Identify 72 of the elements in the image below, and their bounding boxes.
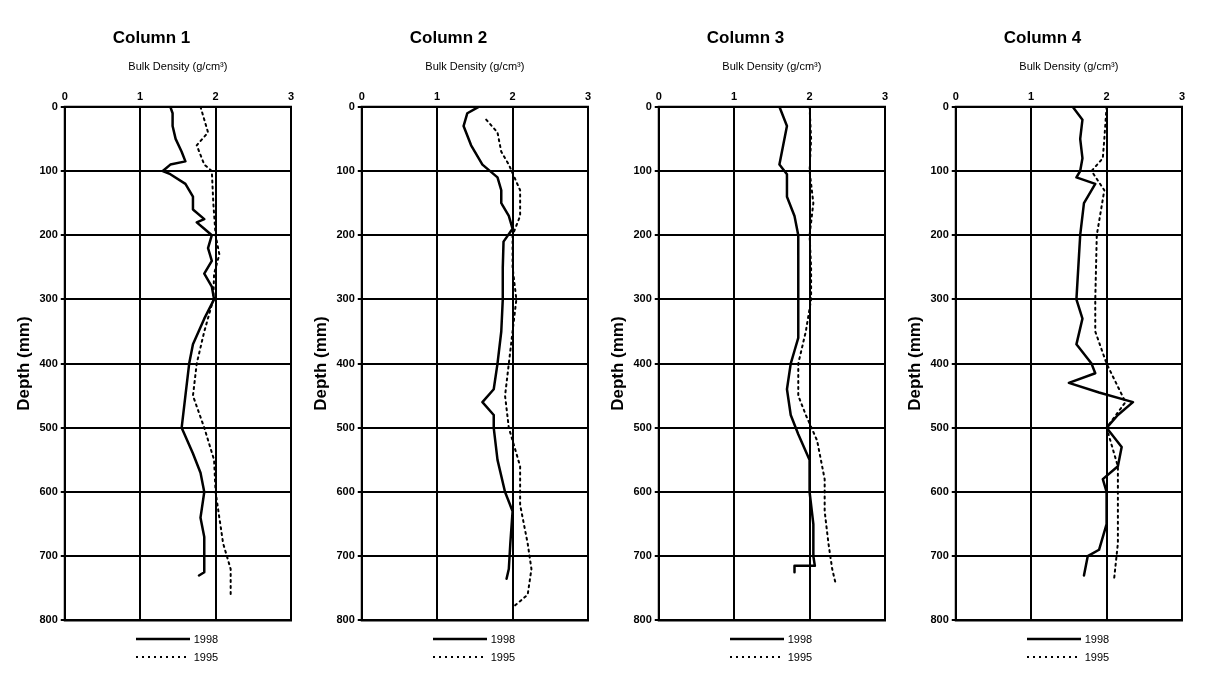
y-tick-label: 700: [39, 549, 58, 562]
x-tick-label: 0: [61, 90, 68, 103]
y-tick-label: 400: [633, 356, 652, 369]
x-axis-title: Bulk Density (g/cm³): [722, 60, 822, 73]
legend-label: 1998: [490, 633, 516, 645]
x-tick-label: 0: [358, 90, 365, 103]
x-tick-label: 3: [1178, 90, 1186, 103]
y-tick-label: 100: [930, 164, 949, 177]
y-tick-label: 500: [930, 420, 949, 433]
y-tick-label: 100: [633, 164, 652, 177]
chart-title: Column 3: [706, 27, 785, 47]
chart-title: Column 1: [112, 27, 191, 47]
y-tick-label: 100: [39, 164, 58, 177]
y-tick-label: 600: [633, 485, 652, 498]
y-tick-label: 600: [336, 485, 355, 498]
y-tick-label: 600: [930, 485, 949, 498]
x-axis-title: Bulk Density (g/cm³): [425, 60, 525, 73]
x-tick-label: 3: [881, 90, 889, 103]
x-tick-label: 2: [212, 90, 219, 103]
chart-title: Column 4: [1003, 27, 1082, 47]
x-tick-label: 3: [287, 90, 295, 103]
legend-label: 1995: [490, 651, 516, 663]
y-tick-label: 700: [633, 549, 652, 562]
x-tick-label: 1: [1028, 90, 1035, 103]
y-tick-label: 200: [930, 228, 949, 241]
legend-label: 1995: [787, 651, 813, 663]
y-tick-label: 300: [633, 292, 652, 305]
y-tick-label: 700: [336, 549, 355, 562]
y-axis-title: Depth (mm): [310, 316, 330, 411]
x-tick-label: 3: [584, 90, 592, 103]
y-tick-label: 500: [633, 420, 652, 433]
y-tick-label: 300: [39, 292, 58, 305]
y-tick-label: 200: [633, 228, 652, 241]
x-tick-label: 2: [806, 90, 813, 103]
x-tick-label: 1: [434, 90, 441, 103]
x-tick-label: 0: [655, 90, 662, 103]
x-tick-label: 2: [1103, 90, 1110, 103]
y-tick-label: 300: [336, 292, 355, 305]
x-axis-title: Bulk Density (g/cm³): [128, 60, 228, 73]
chart-title: Column 2: [409, 27, 488, 47]
y-tick-label: 800: [633, 613, 652, 626]
y-axis-title: Depth (mm): [13, 316, 33, 411]
legend-label: 1998: [1084, 633, 1110, 645]
y-tick-label: 400: [39, 356, 58, 369]
x-tick-label: 1: [731, 90, 738, 103]
legend-label: 1998: [787, 633, 813, 645]
y-tick-label: 0: [348, 99, 355, 112]
y-tick-label: 100: [336, 164, 355, 177]
y-tick-label: 0: [942, 99, 949, 112]
y-tick-label: 800: [39, 613, 58, 626]
y-tick-label: 300: [930, 292, 949, 305]
y-axis-title: Depth (mm): [904, 316, 924, 411]
y-tick-label: 800: [336, 613, 355, 626]
y-tick-label: 800: [930, 613, 949, 626]
y-tick-label: 200: [39, 228, 58, 241]
y-tick-label: 0: [645, 99, 652, 112]
x-tick-label: 0: [952, 90, 959, 103]
x-tick-label: 1: [137, 90, 144, 103]
x-tick-label: 2: [509, 90, 516, 103]
y-tick-label: 0: [51, 99, 58, 112]
legend-label: 1998: [193, 633, 219, 645]
legend-label: 1995: [1084, 651, 1110, 663]
y-tick-label: 700: [930, 549, 949, 562]
y-tick-label: 400: [336, 356, 355, 369]
y-tick-label: 500: [39, 420, 58, 433]
y-tick-label: 600: [39, 485, 58, 498]
legend-label: 1995: [193, 651, 219, 663]
y-tick-label: 200: [336, 228, 355, 241]
x-axis-title: Bulk Density (g/cm³): [1019, 60, 1119, 73]
y-tick-label: 400: [930, 356, 949, 369]
y-tick-label: 500: [336, 420, 355, 433]
y-axis-title: Depth (mm): [607, 316, 627, 411]
